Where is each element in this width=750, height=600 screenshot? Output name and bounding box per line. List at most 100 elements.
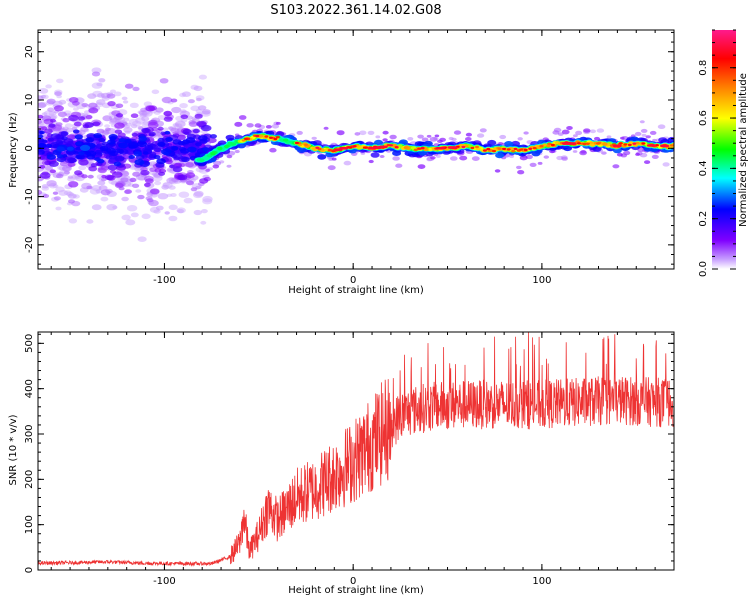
heatmap-cell [352,145,357,148]
heatmap-cell [88,107,99,114]
heatmap-cell [96,99,106,105]
heatmap-cell [199,138,208,144]
heatmap-cell [205,168,211,172]
heatmap-cell [620,136,625,140]
colorbar-tick-label: 0.6 [698,110,709,126]
heatmap-cell [75,141,82,146]
heatmap-cell [124,83,134,89]
heatmap-cell [519,148,524,151]
heatmap-cell [67,193,77,199]
heatmap-cell [144,182,151,187]
heatmap-cell [582,142,587,146]
spectrogram-heatmap [38,67,674,242]
heatmap-cell [112,171,123,178]
heatmap-cell [617,144,622,148]
heatmap-cell [157,126,164,131]
colorbar: 0.0 0.2 0.4 0.6 0.8 Normalized spectral ampl… [698,29,749,277]
heatmap-cell [71,126,78,130]
heatmap-cell [511,149,516,153]
heatmap-cell [579,150,587,156]
colorbar-tick-label: 0.4 [698,160,709,176]
y-tick-label: 500 [24,334,35,353]
heatmap-cell [110,89,116,94]
heatmap-cell [572,134,578,138]
heatmap-cell [86,150,97,157]
heatmap-cell [188,121,198,127]
heatmap-cell [645,135,651,139]
heatmap-cell [141,111,148,116]
heatmap-cell [519,155,528,161]
heatmap-cell [180,114,189,120]
heatmap-cell [57,111,67,118]
heatmap-cell [230,142,237,146]
heatmap-cell [64,123,73,128]
heatmap-cell [168,204,178,211]
heatmap-cell [497,147,502,150]
heatmap-cell [537,161,543,165]
heatmap-cell [195,142,202,147]
heatmap-cell [88,166,98,172]
heatmap-cell [132,86,140,92]
heatmap-cell [55,206,62,211]
heatmap-cell [86,219,94,224]
heatmap-cell [271,124,280,129]
heatmap-cell [523,148,528,152]
heatmap-cell [53,196,61,201]
heatmap-cell [395,163,403,168]
heatmap-cell [99,145,109,152]
heatmap-cell [201,109,211,115]
heatmap-cell [130,212,139,218]
heatmap-cell [145,178,154,184]
heatmap-cell [576,142,581,145]
heatmap-cell [182,139,191,145]
heatmap-cell [105,174,114,181]
heatmap-cell [575,130,583,136]
heatmap-cell [68,199,75,204]
heatmap-cell [187,99,195,104]
heatmap-cell [634,131,642,136]
heatmap-cell [96,82,103,87]
heatmap-cell [421,137,429,142]
heatmap-cell [202,195,213,203]
heatmap-cell [311,147,316,150]
heatmap-cell [81,102,89,108]
heatmap-cell [246,123,254,128]
heatmap-cell [311,136,317,140]
heatmap-cell [137,140,147,148]
colorbar-tick-label: 0.2 [698,211,709,227]
heatmap-cell [48,123,56,128]
heatmap-cell [606,135,612,139]
heatmap-cell [224,144,230,149]
heatmap-cell [561,129,570,135]
y-tick-label: 0 [24,567,35,573]
heatmap-cell [161,184,170,190]
heatmap-cell [148,131,156,137]
heatmap-cell [602,142,608,146]
heatmap-cell [440,147,445,150]
heatmap-cell [59,161,68,167]
heatmap-cell [130,113,139,118]
heatmap-cell [163,151,170,156]
heatmap-cell [133,151,143,157]
heatmap-cell [168,185,176,190]
heatmap-cell [78,151,85,156]
heatmap-cell [589,141,594,145]
heatmap-cell [389,134,397,140]
y-tick-label: 300 [24,424,35,443]
heatmap-cell [38,189,43,195]
heatmap-cell [209,134,217,139]
heatmap-cell [181,156,190,163]
heatmap-cell [664,144,669,148]
heatmap-cell [78,165,87,171]
heatmap-cell [641,142,646,145]
heatmap-cell [529,162,537,167]
heatmap-cell [566,126,573,130]
heatmap-cell [91,204,102,211]
heatmap-cell [54,91,62,96]
heatmap-cell [475,145,479,149]
x-tick-label: -100 [153,576,176,587]
heatmap-cell [589,129,597,134]
heatmap-cell [226,164,232,168]
heatmap-cell [492,149,496,153]
heatmap-cell [506,148,511,151]
